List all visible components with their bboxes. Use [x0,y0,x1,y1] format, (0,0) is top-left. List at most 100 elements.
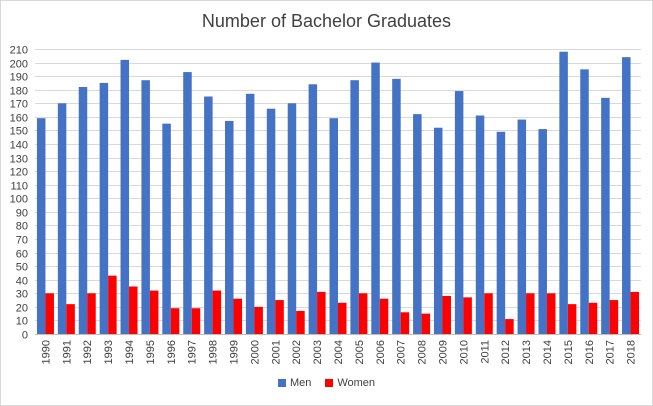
y-tick-label: 130 [10,154,28,166]
bar-men-2009 [433,127,443,335]
y-tick-label: 80 [16,221,28,233]
x-tick-label: 1996 [166,340,178,364]
bar-men-2002 [287,103,297,334]
y-tick-label: 40 [16,276,28,288]
y-tick-label: 10 [16,316,28,328]
x-tick-label: 2003 [312,340,324,364]
bar-women-2016 [588,302,598,334]
x-tick-label: 2000 [249,340,261,364]
bar-women-2001 [275,300,284,334]
x-tick-label: 2013 [521,340,533,364]
y-tick-label: 0 [22,330,28,342]
bar-men-2012 [496,131,506,334]
bar-women-2012 [505,319,514,334]
bar-women-2000 [254,306,263,334]
x-tick-label: 1990 [40,340,52,364]
bar-men-2018 [622,57,631,334]
y-tick-label: 20 [16,303,28,315]
x-tick-label: 2004 [333,340,345,364]
bar-women-2014 [546,293,556,334]
bar-men-2003 [308,84,318,334]
bar-women-2018 [630,291,640,334]
bar-women-1993 [108,275,117,334]
y-tick-label: 90 [16,208,28,220]
bar-men-1993 [99,82,109,335]
bar-men-2014 [538,129,547,334]
bar-women-1994 [129,286,138,334]
x-tick-label: 2008 [417,340,429,364]
bar-men-1998 [204,96,213,334]
legend-swatch-women [325,379,334,387]
bar-women-1997 [191,308,201,334]
y-tick-label: 70 [16,235,28,247]
bar-men-2017 [601,97,610,334]
y-tick-label: 140 [10,140,28,152]
bar-women-2013 [526,293,535,334]
bar-women-2005 [358,293,368,334]
y-tick-label: 150 [10,126,28,138]
legend-swatch-men [277,379,286,387]
y-tick-label: 190 [10,72,28,84]
x-tick-label: 2002 [291,340,303,364]
bar-women-2017 [609,300,619,334]
bar-men-1997 [183,72,192,334]
bar-men-2000 [245,93,255,334]
legend-label-men: Men [289,377,312,389]
x-tick-label: 1993 [103,340,115,364]
bar-men-2001 [266,108,276,335]
bar-women-2003 [317,291,326,334]
bar-women-1990 [45,293,54,334]
y-tick-label: 110 [10,181,28,193]
x-tick-label: 2015 [563,340,575,364]
y-tick-label: 210 [10,45,28,57]
bar-women-2009 [442,296,451,334]
bar-women-2008 [421,313,431,334]
x-tick-label: 1991 [61,340,73,364]
bar-men-2005 [350,80,359,335]
y-tick-label: 120 [10,167,28,179]
bar-women-2006 [379,298,389,334]
bar-men-2006 [371,62,380,334]
bar-women-2015 [567,304,577,334]
y-tick-label: 50 [16,262,28,274]
bar-women-2007 [400,312,410,334]
bar-men-1996 [162,123,171,334]
x-tick-label: 2006 [375,340,387,364]
x-tick-label: 2017 [605,340,617,364]
y-tick-label: 60 [16,249,28,261]
bar-men-1999 [225,120,234,335]
y-tick-label: 160 [10,113,28,125]
legend: Men Women [0,377,653,389]
x-tick-label: 1997 [187,340,199,364]
bar-women-1999 [233,298,243,334]
bar-women-1998 [212,290,222,334]
bar-men-1992 [78,87,88,334]
bar-women-2004 [338,302,347,334]
x-tick-label: 1992 [82,340,94,364]
legend-item-women: Women [325,377,375,389]
x-tick-label: 2010 [458,340,470,364]
bar-men-1995 [141,80,150,335]
bar-women-1995 [149,290,159,334]
x-tick-label: 2005 [354,340,366,364]
bar-women-1991 [66,304,75,334]
bar-women-2010 [463,297,472,334]
y-tick-label: 170 [10,99,28,111]
chart-title: Number of Bachelor Graduates [201,11,452,31]
bar-men-2010 [454,91,464,334]
bar-men-2016 [580,69,589,335]
bar-men-2015 [559,51,568,335]
bar-men-2004 [329,118,338,335]
bar-men-1991 [57,103,67,334]
bar-men-2013 [517,119,527,334]
bar-men-2011 [475,115,485,334]
x-tick-label: 2016 [584,340,596,364]
y-tick-label: 100 [10,194,28,206]
bar-women-1992 [87,293,96,334]
x-tick-label: 2001 [270,340,282,364]
x-tick-label: 1995 [145,340,157,364]
x-tick-label: 2014 [542,340,554,364]
bar-men-2007 [392,78,401,334]
bar-women-2002 [296,310,305,334]
